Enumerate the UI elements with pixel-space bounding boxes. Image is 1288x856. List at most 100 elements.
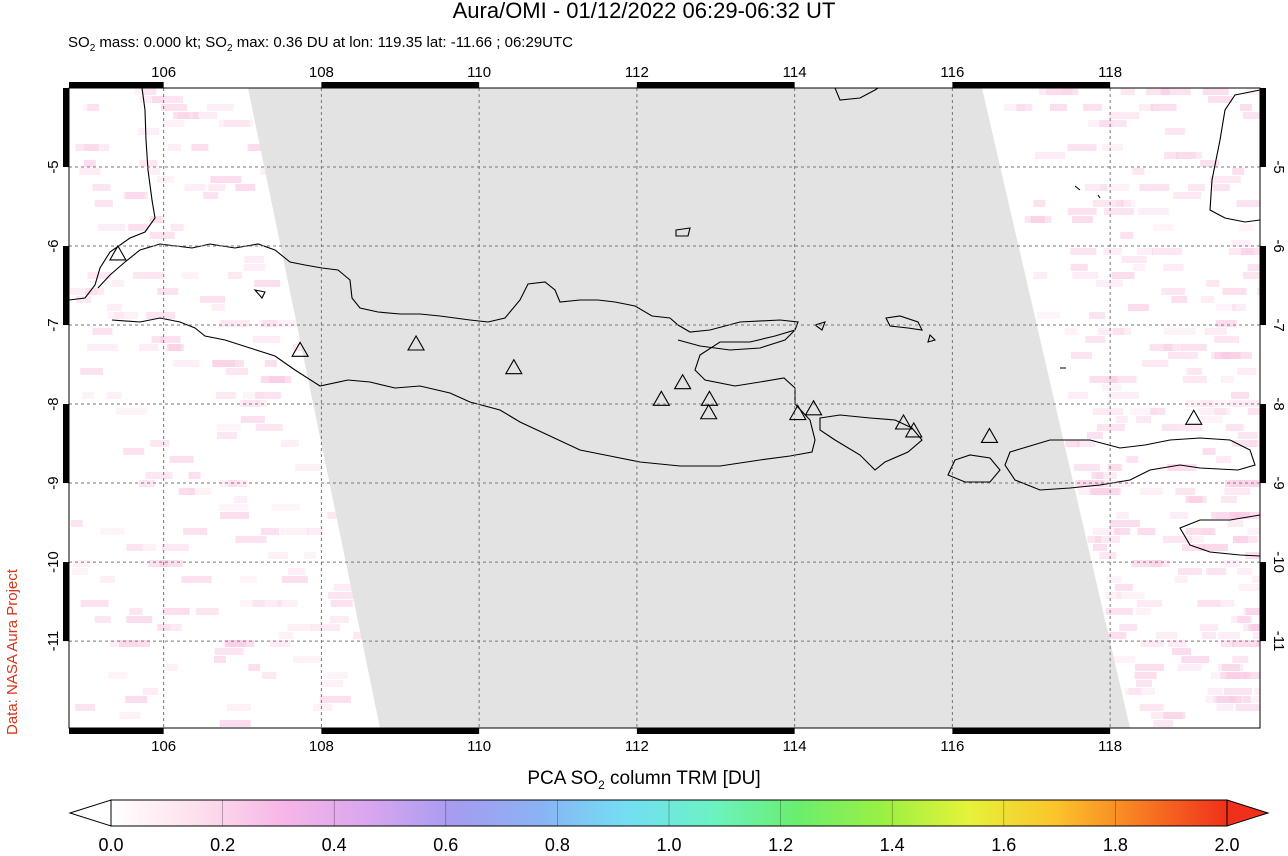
noise-pixel xyxy=(1114,584,1133,591)
map-subtitle: SO2 mass: 0.000 kt; SO2 max: 0.36 DU at … xyxy=(68,34,573,54)
volcano-marker xyxy=(788,404,807,421)
colorbar-tick-label: 0.8 xyxy=(544,835,570,855)
noise-pixel xyxy=(208,184,226,191)
noise-pixel xyxy=(125,696,148,703)
colorbar-ticks xyxy=(110,800,1228,826)
noise-pixel xyxy=(1121,256,1147,263)
noise-pixel xyxy=(1216,704,1234,711)
volcano-marker xyxy=(699,403,718,420)
noise-pixel xyxy=(177,112,190,119)
noise-pixel xyxy=(1067,392,1088,399)
noise-pixel xyxy=(1188,496,1207,503)
noise-pixel xyxy=(280,528,309,535)
coastlines xyxy=(69,88,1260,557)
noise-pixel xyxy=(157,176,174,183)
noise-pixel xyxy=(1150,104,1177,111)
noise-pixel xyxy=(92,184,111,191)
noise-pixel xyxy=(239,600,265,607)
frame-segment xyxy=(1260,246,1266,326)
noise-pixel xyxy=(1236,200,1260,207)
noise-pixel xyxy=(1106,576,1122,583)
noise-pixel xyxy=(1004,104,1025,111)
noise-pixel xyxy=(1187,184,1205,191)
noise-pixel xyxy=(1231,240,1251,247)
noise-pixel xyxy=(125,192,145,199)
noise-pixel xyxy=(1016,104,1033,111)
noise-pixel xyxy=(258,320,277,327)
noise-pixel xyxy=(1150,408,1166,415)
noise-pixel xyxy=(1149,344,1173,351)
noise-pixel xyxy=(244,256,265,263)
noise-pixel xyxy=(277,600,298,607)
noise-pixel xyxy=(1214,336,1240,343)
noise-pixel xyxy=(220,480,237,487)
noise-pixel xyxy=(224,640,255,647)
noise-pixel xyxy=(247,144,273,151)
noise-pixel xyxy=(1164,152,1178,159)
noise-pixel xyxy=(173,112,199,119)
noise-pixel xyxy=(157,624,182,631)
lon-tick-label-top: 112 xyxy=(625,64,649,81)
noise-pixel xyxy=(1237,616,1251,623)
frame-segment xyxy=(1260,404,1266,484)
noise-pixel xyxy=(310,624,340,631)
lon-tick-label-bottom: 114 xyxy=(783,738,807,755)
volcano-markers xyxy=(108,244,1203,443)
colorbar-gradient xyxy=(110,799,1228,827)
noise-pixel xyxy=(1146,88,1170,95)
noise-pixel xyxy=(1226,672,1247,679)
noise-pixel xyxy=(1108,632,1127,639)
noise-pixel xyxy=(1116,512,1129,519)
lat-tick-label-left: -7 xyxy=(45,318,62,331)
noise-pixel xyxy=(126,544,157,551)
noise-pixel xyxy=(1239,480,1260,487)
noise-pixel xyxy=(1256,640,1260,647)
noise-pixel xyxy=(1197,600,1221,607)
noise-pixel xyxy=(152,96,184,103)
noise-pixel xyxy=(165,664,178,671)
lat-tick-label-left: -8 xyxy=(45,397,62,410)
noise-pixel xyxy=(1161,424,1179,431)
noise-pixel xyxy=(234,496,248,503)
noise-pixel xyxy=(1215,320,1237,327)
noise-pixel xyxy=(280,440,299,447)
noise-pixel xyxy=(281,576,308,583)
noise-pixel xyxy=(206,104,234,111)
noise-pixel xyxy=(203,192,219,199)
noise-pixel xyxy=(100,528,125,535)
noise-pixel xyxy=(1187,368,1202,375)
noise-pixel xyxy=(1237,616,1253,623)
volcano-marker xyxy=(980,427,999,443)
noise-pixel xyxy=(166,344,181,351)
noise-pixel xyxy=(1065,440,1080,447)
noise-pixel xyxy=(108,672,128,679)
noise-pixel xyxy=(119,640,151,647)
noise-pixel xyxy=(139,344,159,351)
noise-pixel xyxy=(1101,384,1122,391)
noise-pixel xyxy=(253,336,281,343)
noise-pixel xyxy=(1201,528,1214,535)
noise-pixel xyxy=(169,456,194,463)
noise-pixel xyxy=(1214,408,1227,415)
noise-pixel xyxy=(99,576,115,583)
noise-pixel xyxy=(1100,184,1130,191)
noise-pixel xyxy=(1221,640,1234,647)
noise-pixel xyxy=(1215,456,1231,463)
noise-pixel xyxy=(123,192,148,199)
volcano-marker xyxy=(904,421,923,438)
lon-tick-label-top: 114 xyxy=(783,64,807,81)
noise-pixel xyxy=(248,144,268,151)
coastline-islets xyxy=(813,185,1101,369)
noise-pixel xyxy=(270,640,291,647)
noise-pixel xyxy=(188,472,201,479)
noise-pixel xyxy=(1137,248,1153,255)
noise-pixel xyxy=(1243,696,1260,703)
noise-pixel xyxy=(1253,632,1260,639)
volcano-marker xyxy=(1184,409,1203,425)
noise-pixel xyxy=(1134,672,1157,679)
noise-pixel xyxy=(217,432,237,439)
colorbar-tick-label: 0.4 xyxy=(321,835,347,855)
noise-pixel xyxy=(1098,328,1125,335)
noise-pixel xyxy=(195,608,219,615)
noise-pixel xyxy=(114,312,139,319)
